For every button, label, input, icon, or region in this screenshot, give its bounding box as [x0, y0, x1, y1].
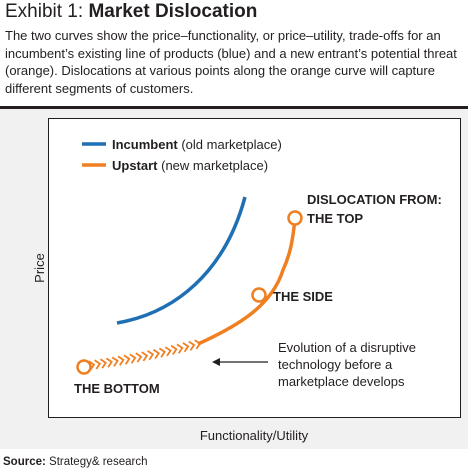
chevron-mark [123, 354, 131, 365]
callout-arrowhead [212, 358, 220, 366]
chevron-mark [99, 358, 108, 369]
legend-name-incumbent: Incumbent [112, 137, 178, 152]
plot-area [48, 118, 461, 418]
chevron-mark [94, 359, 102, 370]
callout-line: technology before a [278, 357, 393, 372]
chevron-mark [129, 353, 137, 364]
callout-line: marketplace develops [278, 374, 405, 389]
chevron-mark [164, 346, 172, 357]
chevron-mark [152, 348, 161, 359]
chevron-mark [117, 355, 125, 366]
chevron-mark [147, 350, 155, 361]
y-axis-label: Price [32, 253, 47, 283]
legend: Incumbent (old marketplace) Upstart (new… [82, 137, 282, 173]
legend-name-upstart: Upstart [112, 158, 158, 173]
chevron-mark [194, 339, 202, 350]
label-the-top: THE TOP [307, 211, 363, 226]
series-chevrons-upstart [88, 339, 202, 371]
source-label: Source: [3, 456, 46, 468]
source-note: Source: Strategy& research [3, 455, 147, 469]
chevron-mark [182, 342, 190, 353]
dislocation-heading: DISLOCATION FROM: [307, 192, 442, 207]
marker-the-top [287, 210, 303, 226]
label-the-side: THE SIDE [273, 289, 333, 304]
callout-line: Evolution of a disruptive [278, 340, 416, 355]
legend-suffix-upstart: (new marketplace) [158, 158, 269, 173]
callout-arrow [212, 358, 268, 366]
label-the-bottom: THE BOTTOM [74, 381, 160, 396]
legend-item-incumbent: Incumbent (old marketplace) [112, 137, 282, 152]
chevron-mark [135, 352, 143, 363]
series-line-incumbent [116, 196, 247, 325]
x-axis-label: Functionality/Utility [200, 428, 309, 443]
source-text: Strategy& research [45, 456, 148, 468]
exhibit-description: The two curves show the price–functional… [5, 28, 457, 96]
legend-suffix-incumbent: (old marketplace) [178, 137, 282, 152]
chevron-mark [170, 344, 178, 355]
series-line-upstart [197, 217, 297, 346]
chevron-mark [158, 347, 166, 358]
exhibit-label: Exhibit 1: [5, 1, 89, 22]
header-rule [0, 106, 468, 109]
chevron-mark [141, 351, 149, 362]
marker-the-side [251, 287, 267, 303]
marker-the-bottom [76, 359, 92, 375]
chevron-mark [188, 340, 196, 351]
callout-text: Evolution of a disruptive technology bef… [278, 340, 420, 389]
chart-title: Market Dislocation [88, 1, 258, 22]
chevron-mark [111, 356, 119, 367]
exhibit-title: Exhibit 1: Market Dislocation [5, 0, 257, 24]
chevron-mark [176, 343, 184, 354]
chevron-mark [105, 357, 113, 368]
legend-item-upstart: Upstart (new marketplace) [112, 158, 268, 173]
